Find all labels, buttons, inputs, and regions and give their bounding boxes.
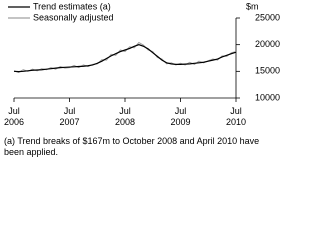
y-tick-label: 10000 [255, 92, 280, 102]
y-tick-label: 15000 [255, 66, 280, 76]
x-tick-label: Jul 2008 [115, 106, 135, 127]
series-line [13, 41, 237, 73]
x-tick-label: Jul 2007 [59, 106, 79, 127]
y-axis-label: $m [246, 1, 259, 11]
page: {"chart_data": {"type": "line", "y_label… [3, 1, 280, 157]
x-tick-label: Jul 2009 [170, 106, 190, 127]
x-tick-label: Jul 2006 [4, 106, 24, 127]
legend-label: Trend estimates (a) [33, 1, 111, 11]
y-tick-label: 20000 [255, 39, 280, 49]
x-tick-label: Jul 2010 [226, 106, 246, 127]
series-line [13, 44, 237, 73]
legend-label: Seasonally adjusted [33, 12, 114, 22]
chart: $m 10000 15000 20000 25000 Jul 2006 Jul 2007 Jul… [4, 1, 280, 127]
footnote: (a) Trend breaks of $167m to October 200… [4, 136, 260, 157]
y-tick-label: 25000 [255, 12, 280, 22]
